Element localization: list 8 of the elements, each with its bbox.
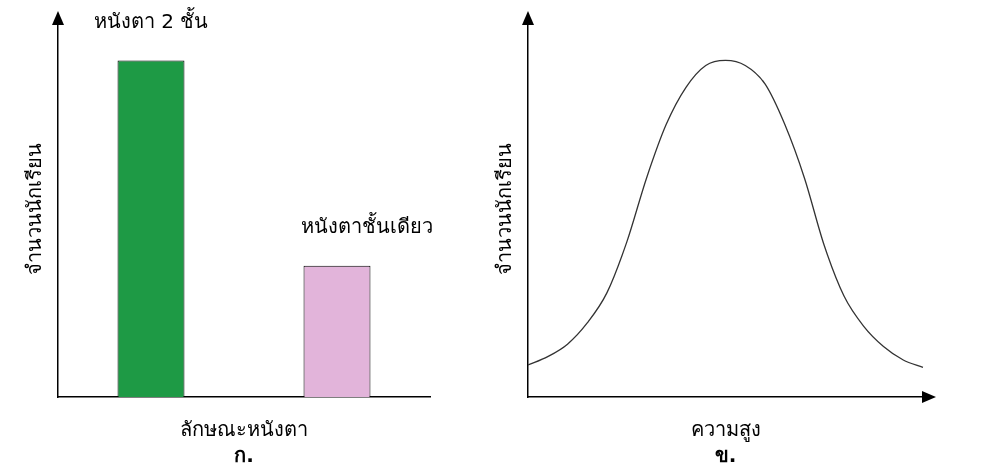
text: ก.	[234, 443, 254, 468]
y-axis-title: จำนวนนักเรียน	[22, 142, 47, 275]
x-axis-title: ความสูง	[690, 417, 761, 443]
y-axis-title: จำนวนนักเรียน	[492, 142, 517, 275]
x-tick-label: หนังตาชั้นเดียว	[301, 211, 433, 238]
x-tick-label: หนังตา 2 ชั้น	[93, 6, 209, 33]
text: ข.	[714, 443, 737, 468]
x-axis-title: ลักษณะหนังตา	[180, 417, 308, 442]
